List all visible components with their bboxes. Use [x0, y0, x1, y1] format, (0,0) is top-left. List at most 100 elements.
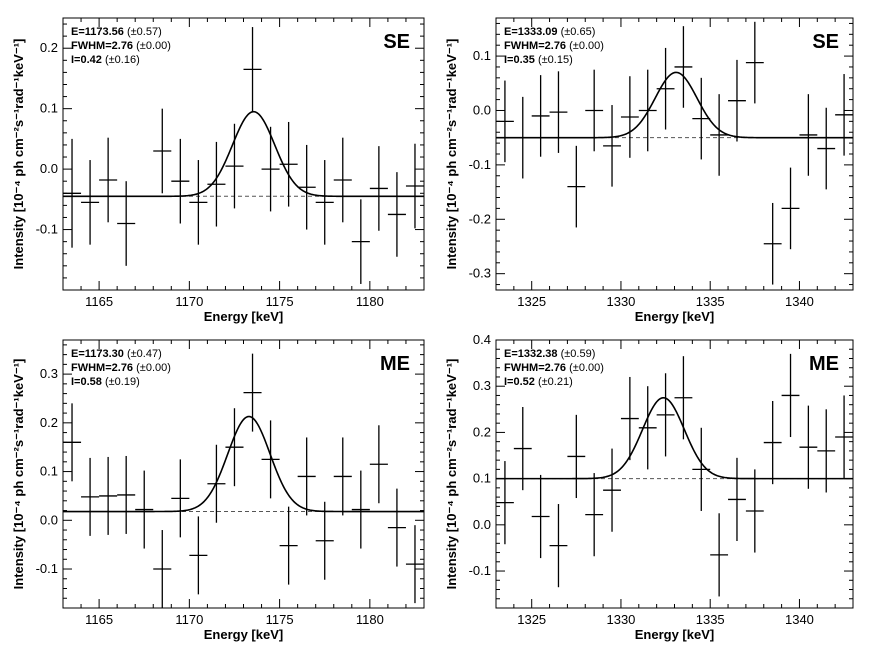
fit-annotation-e: E=1332.38 (±0.59) — [504, 348, 595, 360]
data-point — [369, 146, 388, 231]
y-tick-label: 0.1 — [40, 101, 58, 116]
data-point — [117, 181, 136, 266]
data-point — [692, 77, 711, 160]
data-point — [656, 47, 675, 130]
region-label: ME — [809, 353, 839, 375]
data-point — [728, 457, 746, 541]
data-point — [781, 167, 800, 250]
data-point — [799, 94, 818, 176]
y-tick-label: 0.0 — [473, 102, 491, 117]
fit-param-error: (±0.16) — [105, 54, 140, 66]
fit-param-value: 1333.09 — [518, 26, 558, 38]
data-point — [638, 69, 657, 152]
y-tick-label: 0.0 — [473, 517, 491, 532]
data-point — [297, 144, 316, 230]
y-axis-title: Intensity [10⁻⁴ ph cm⁻²s⁻¹rad⁻¹keV⁻¹] — [444, 359, 459, 590]
data-point — [369, 425, 388, 504]
y-tick-label: -0.3 — [469, 266, 491, 281]
fit-param-error: (±0.65) — [561, 26, 596, 38]
y-tick-label: 0.3 — [40, 366, 58, 381]
fit-param-name: FWHM= — [71, 40, 112, 52]
data-point — [297, 437, 316, 516]
fit-param-error: (±0.00) — [569, 362, 604, 374]
data-point — [620, 76, 639, 158]
panel-1: 1165 1170 1175 1180 -0.1 0.0 0.1 0.2 Energy [keV… — [11, 17, 425, 324]
gaussian-fit-curve — [63, 110, 424, 198]
y-tick-label: 0.4 — [473, 332, 491, 347]
data-point — [763, 202, 782, 285]
data-point — [153, 530, 172, 608]
data-point — [351, 470, 370, 549]
y-tick-label: 0.2 — [40, 40, 58, 55]
gaussian-fit-curve — [496, 71, 853, 139]
fit-param-name: I= — [71, 54, 80, 66]
fit-param-error: (±0.21) — [538, 376, 573, 388]
fit-annotation-fwhm: FWHM=2.76 (±0.00) — [71, 40, 171, 52]
fit-annotation-fwhm: FWHM=2.76 (±0.00) — [504, 362, 604, 374]
data-point — [567, 414, 586, 499]
fit-annotation-fwhm: FWHM=2.76 (±0.00) — [71, 362, 171, 374]
plot-area — [496, 353, 853, 597]
plot-area — [496, 21, 853, 285]
x-tick-label: 1340 — [785, 294, 814, 309]
x-axis-title: Energy [keV] — [204, 309, 283, 324]
y-tick-label: -0.2 — [469, 211, 491, 226]
fit-param-value: 0.58 — [80, 376, 101, 388]
data-point — [603, 448, 621, 532]
data-point — [745, 469, 764, 553]
data-point — [243, 27, 262, 112]
fit-param-name: FWHM= — [504, 362, 545, 374]
data-point — [189, 160, 208, 245]
data-point — [817, 107, 836, 190]
data-point — [279, 506, 298, 585]
x-tick-label: 1180 — [356, 294, 384, 309]
fit-annotation-i: I=0.42 (±0.16) — [71, 54, 140, 66]
data-point — [387, 488, 406, 567]
fit-param-error: (±0.00) — [136, 362, 171, 374]
fit-param-error: (±0.00) — [569, 40, 604, 52]
y-tick-label: -0.1 — [36, 222, 58, 237]
fit-param-error: (±0.00) — [136, 40, 171, 52]
fit-param-name: I= — [71, 376, 80, 388]
data-point — [513, 407, 532, 491]
fit-param-value: 0.35 — [513, 54, 534, 66]
x-tick-label: 1325 — [517, 612, 546, 627]
x-axis-title: Energy [keV] — [635, 627, 714, 642]
data-point — [817, 409, 836, 493]
data-point — [781, 353, 800, 438]
y-axis-title: Intensity [10⁻⁴ ph cm⁻²s⁻¹rad⁻¹keV⁻¹] — [11, 39, 26, 270]
data-point — [638, 386, 657, 470]
data-point — [496, 461, 514, 545]
fit-param-value: 2.76 — [545, 40, 566, 52]
panel-2: 1325 1330 1335 1340 -0.3 -0.2 -0.1 0.0 0.1 Energy… — [444, 17, 854, 324]
y-tick-label: 0.3 — [473, 378, 491, 393]
data-point — [387, 172, 406, 257]
data-point — [549, 504, 568, 588]
data-point — [710, 94, 729, 176]
fit-param-value: 1173.56 — [85, 26, 124, 38]
x-axis-title: Energy [keV] — [635, 309, 714, 324]
data-point — [171, 138, 190, 224]
fit-param-name: E= — [504, 26, 518, 38]
data-point — [171, 459, 190, 538]
data-point — [531, 474, 550, 559]
plot-area — [63, 353, 424, 608]
data-point — [207, 444, 226, 523]
data-point — [117, 455, 136, 534]
y-tick-label: 0.1 — [40, 464, 58, 479]
data-point — [315, 501, 334, 580]
data-point — [81, 160, 100, 245]
fit-annotation-e: E=1173.56 (±0.57) — [71, 26, 162, 38]
y-axis-title: Intensity [10⁻⁴ ph cm⁻²s⁻¹rad⁻¹keV⁻¹] — [444, 39, 459, 270]
y-tick-label: -0.1 — [469, 157, 491, 172]
region-label: ME — [380, 353, 410, 375]
data-point — [728, 59, 746, 142]
data-point — [189, 516, 208, 595]
data-point — [531, 75, 550, 157]
fit-annotation-i: I=0.35 (±0.15) — [504, 54, 573, 66]
data-point — [496, 80, 514, 163]
x-tick-label: 1180 — [356, 612, 384, 627]
y-tick-label: 0.1 — [473, 48, 491, 63]
panel-3: 1165 1170 1175 1180 -0.1 0.0 0.1 0.2 0.3 Energy [… — [11, 339, 425, 642]
